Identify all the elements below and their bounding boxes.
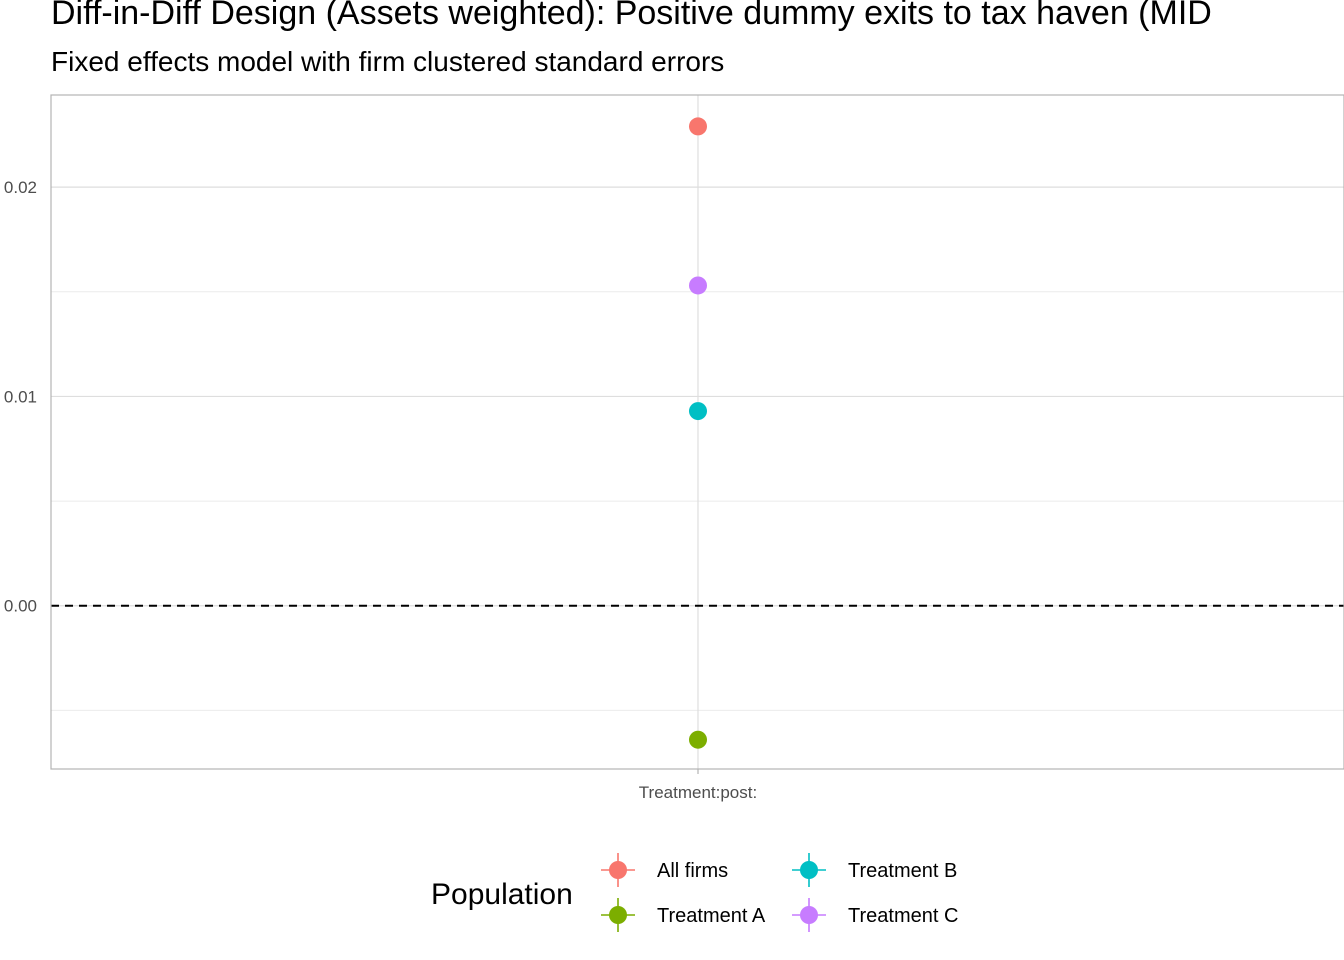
data-point: [689, 402, 707, 421]
legend-item: Treatment C: [792, 898, 958, 932]
legend-label: Treatment B: [848, 860, 957, 882]
data-point: [689, 117, 707, 136]
legend-key-point: [800, 861, 818, 879]
chart-subtitle: Fixed effects model with firm clustered …: [51, 46, 725, 77]
y-tick-label: 0.00: [4, 597, 37, 616]
x-tick-label: Treatment:post:: [639, 783, 757, 802]
legend-label: Treatment C: [848, 905, 958, 927]
legend-key-point: [609, 906, 627, 924]
legend-key-point: [609, 861, 627, 879]
legend-item: Treatment B: [792, 853, 957, 887]
legend-item: Treatment A: [601, 898, 766, 932]
legend-label: All firms: [657, 860, 728, 882]
data-point: [689, 730, 707, 749]
legend-title: Population: [431, 878, 573, 911]
chart-title: Diff-in-Diff Design (Assets weighted): P…: [51, 0, 1212, 32]
legend-item: All firms: [601, 853, 728, 887]
legend-key-point: [800, 906, 818, 924]
legend-label: Treatment A: [657, 905, 766, 927]
data-point: [689, 276, 707, 295]
y-tick-label: 0.02: [4, 178, 37, 197]
y-tick-label: 0.01: [4, 387, 37, 406]
